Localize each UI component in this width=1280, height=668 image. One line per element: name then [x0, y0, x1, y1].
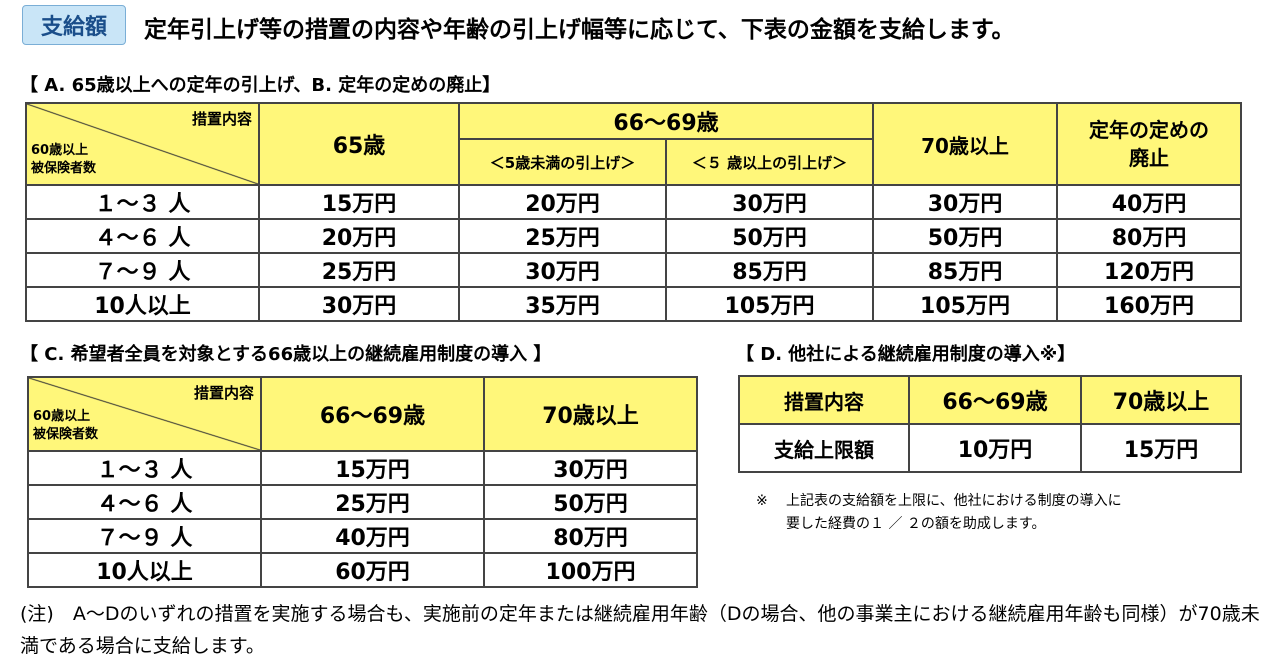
- corner-header: 措置内容 60歳以上 被保険者数: [25, 102, 260, 186]
- col-70: 70歳以上: [483, 376, 698, 452]
- table-row: 10人以上 60万円 100万円: [27, 552, 698, 588]
- table-row: １～３ 人 15万円 20万円 30万円 30万円 40万円: [25, 184, 1243, 220]
- table-row: １～３ 人 15万円 30万円: [27, 450, 698, 486]
- d-note: 上記表の支給額を上限に、他社における制度の導入に 要した経費の１ ／ ２の額を助…: [786, 493, 1122, 532]
- table-row: ４～６ 人 25万円 50万円: [27, 484, 698, 520]
- table-row: ４～６ 人 20万円 25万円 50万円 50万円 80万円: [25, 218, 1243, 254]
- d-head-70: 70歳以上: [1080, 375, 1242, 425]
- table-d: 措置内容 66～69歳 70歳以上 支給上限額 10万円 15万円: [738, 375, 1242, 473]
- section-d-title: 【 D. 他社による継続雇用制度の導入※】: [736, 344, 1076, 365]
- corner-header: 措置内容 60歳以上 被保険者数: [27, 376, 262, 452]
- d-note-mark: ※: [756, 493, 768, 509]
- col-abolish: 定年の定めの 廃止: [1056, 102, 1243, 186]
- d-head-measure: 措置内容: [738, 375, 910, 425]
- d-head-66-69: 66～69歳: [908, 375, 1082, 425]
- payment-badge: 支給額: [22, 5, 126, 45]
- table-row: ７～９ 人 40万円 80万円: [27, 518, 698, 554]
- corner-top-label: 措置内容: [191, 110, 252, 128]
- section-c-title: 【 C. 希望者全員を対象とする66歳以上の継続雇用制度の導入 】: [20, 344, 552, 365]
- page-title: 定年引上げ等の措置の内容や年齢の引上げ幅等に応じて、下表の金額を支給します。: [144, 17, 1015, 43]
- table-row: 支給上限額 10万円 15万円: [738, 423, 1242, 473]
- corner-bottom-label: 60歳以上 被保険者数: [33, 409, 99, 442]
- footnote: (注) A～Dのいずれの措置を実施する場合も、実施前の定年または継続雇用年齢（D…: [20, 603, 1260, 657]
- table-row: 10人以上 30万円 35万円 105万円 105万円 160万円: [25, 286, 1243, 322]
- col-70: 70歳以上: [872, 102, 1059, 186]
- col-66-69: 66～69歳: [260, 376, 485, 452]
- table-c: 措置内容 60歳以上 被保険者数 66～69歳 70歳以上 １～３ 人 15万円 3…: [27, 376, 698, 588]
- sub-over5: ＜５ 歳以上の引上げ＞: [664, 138, 875, 186]
- table-ab: 措置内容 60歳以上 被保険者数 65歳 66～69歳 70歳以上 定年の定めの…: [25, 102, 1243, 322]
- corner-bottom-label: 60歳以上 被保険者数: [31, 143, 97, 176]
- sub-under5: ＜5歳未満の引上げ＞: [458, 138, 667, 186]
- section-ab-title: 【 A. 65歳以上への定年の引上げ、B. 定年の定めの廃止】: [20, 75, 501, 96]
- col-65: 65歳: [258, 102, 460, 186]
- col-66-69: 66～69歳: [457, 102, 875, 140]
- table-row: ７～９ 人 25万円 30万円 85万円 85万円 120万円: [25, 252, 1243, 288]
- corner-top-label: 措置内容: [193, 384, 254, 402]
